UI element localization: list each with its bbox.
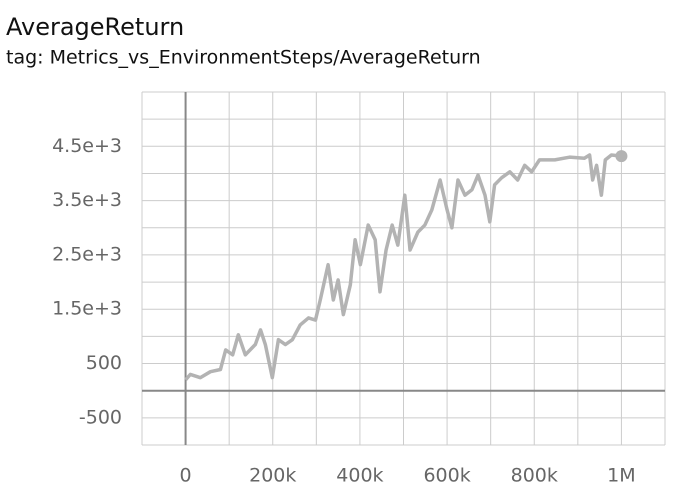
y-tick-label: 2.5e+3 — [52, 243, 122, 265]
y-tick-label: 4.5e+3 — [52, 135, 122, 157]
x-tick-label: 800k — [511, 465, 558, 487]
x-tick-label: 0 — [180, 465, 192, 487]
y-tick-label: 1.5e+3 — [52, 298, 122, 320]
x-tick-label: 600k — [423, 465, 470, 487]
x-tick-label: 400k — [336, 465, 383, 487]
chart-subtitle: tag: Metrics_vs_EnvironmentSteps/Average… — [6, 47, 481, 69]
y-tick-label: 3.5e+3 — [52, 189, 122, 211]
line — [184, 153, 622, 381]
chart-title: AverageReturn — [6, 13, 184, 41]
x-tick-label: 200k — [249, 465, 296, 487]
y-tick-label: 500 — [86, 352, 122, 374]
end-marker — [615, 150, 628, 163]
y-tick-label: -500 — [79, 406, 122, 428]
x-tick-label: 1M — [607, 465, 635, 487]
